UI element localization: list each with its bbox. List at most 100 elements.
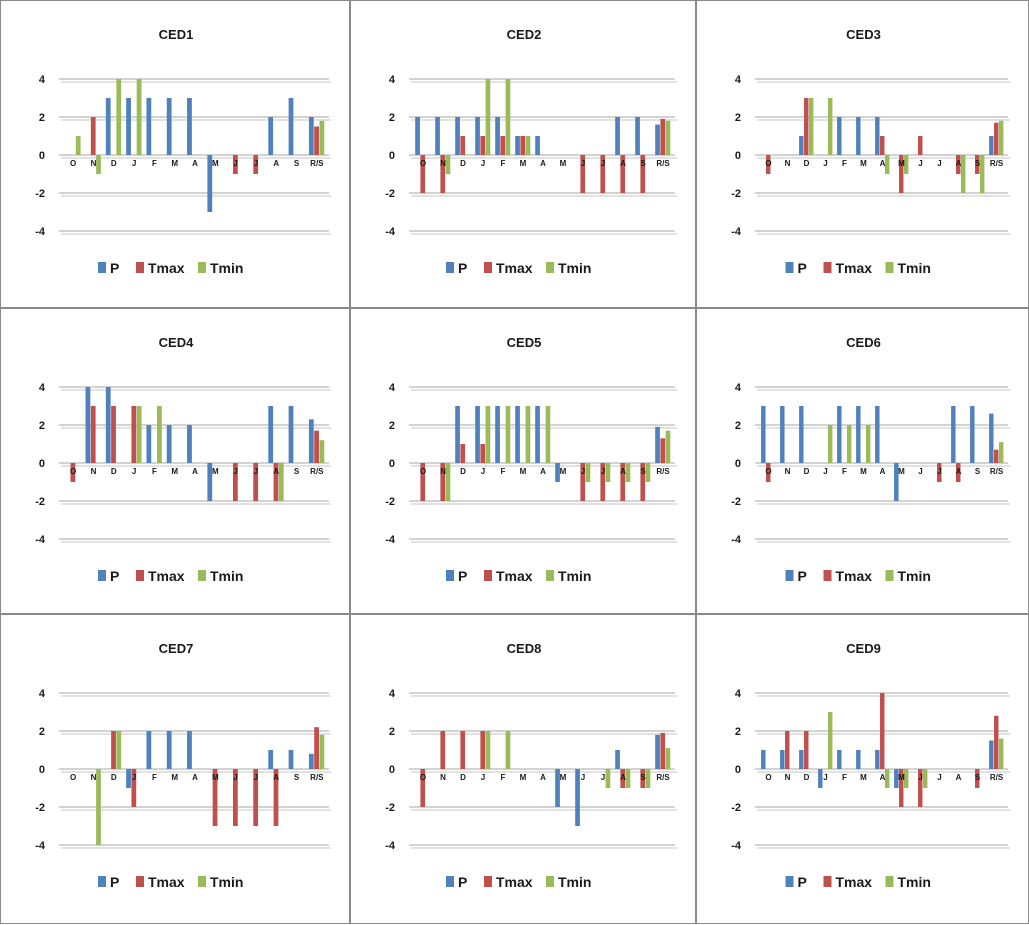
bar-p-2	[105, 98, 111, 155]
x-tick-label: A	[540, 159, 546, 168]
y-tick-label: 4	[39, 382, 46, 394]
bar-tmax-12	[314, 727, 319, 769]
legend-swatch-tmax	[136, 570, 144, 581]
bar-tmax-10	[273, 463, 279, 501]
bar-tmin-12	[665, 120, 671, 155]
legend-label-tmax: Tmax	[148, 568, 185, 584]
bar-chart: CED7 4 2 0 -2 -4 O N D J F M A M J J A S R/S P Tmax Tmin	[35, 641, 331, 890]
bar-tmax-8	[580, 463, 586, 501]
bar-tmin-6	[884, 155, 890, 174]
bar-tmax-5	[520, 136, 526, 155]
bar-tmin-4	[505, 731, 511, 769]
x-tick-label: A	[620, 467, 626, 476]
bar-p-1	[85, 387, 91, 463]
bar-tmax-7	[212, 769, 218, 826]
legend-label-p: P	[798, 260, 807, 276]
y-tick-label: 2	[389, 726, 395, 738]
bar-tmin-4	[157, 406, 162, 463]
x-tick-label: N	[91, 159, 97, 168]
bar-p-2	[455, 406, 460, 463]
x-tick-label: R/S	[656, 159, 670, 168]
bar-tmax-11	[640, 769, 646, 788]
legend-label-tmin: Tmin	[558, 260, 591, 276]
bar-chart: CED5 4 2 0 -2 -4 O N D J F M A M J J A S R/S P Tmax Tmin	[385, 335, 677, 584]
bar-tmin-3	[827, 712, 833, 769]
x-tick-label: F	[842, 159, 847, 168]
x-tick-label: J	[937, 159, 941, 168]
bar-tmin-3	[136, 79, 142, 155]
x-tick-label: M	[560, 467, 567, 476]
x-tick-label: R/S	[310, 773, 324, 782]
bar-p-0	[415, 117, 420, 155]
x-tick-label: D	[804, 773, 810, 782]
legend-swatch-p	[98, 262, 106, 273]
bar-p-7	[207, 155, 213, 212]
y-tick-label: -2	[35, 496, 45, 508]
x-tick-label: M	[898, 773, 905, 782]
y-tick-label: -2	[35, 802, 45, 814]
chart-panel-ced6: CED6 4 2 0 -2 -4 O N D J F M A M J J A S R/S P Tmax Tmin	[696, 308, 1029, 614]
y-tick-label: 4	[389, 74, 396, 86]
x-tick-label: D	[111, 159, 117, 168]
bar-p-6	[875, 750, 880, 769]
bar-tmax-8	[918, 769, 923, 807]
bar-tmax-8	[918, 136, 923, 155]
y-tick-label: 0	[389, 150, 395, 162]
bar-p-0	[761, 406, 766, 463]
x-tick-label: N	[91, 467, 97, 476]
x-tick-label: J	[823, 773, 827, 782]
x-tick-label: O	[70, 773, 76, 782]
bar-p-5	[856, 750, 861, 769]
y-tick-label: 0	[39, 764, 45, 776]
bar-p-6	[187, 731, 192, 769]
legend-swatch-p	[446, 570, 454, 581]
x-tick-label: M	[860, 159, 867, 168]
bar-tmin-2	[808, 98, 814, 155]
bar-tmin-11	[645, 769, 651, 788]
x-tick-label: J	[581, 159, 585, 168]
bar-tmax-2	[111, 406, 116, 463]
chart-panel-ced3: CED3 4 2 0 -2 -4 O N D J F M A M J J A S R/S P Tmax Tmin	[696, 0, 1029, 308]
x-tick-label: M	[171, 159, 178, 168]
bar-tmax-12	[994, 122, 999, 155]
x-tick-label: A	[880, 467, 886, 476]
x-tick-label: O	[765, 159, 771, 168]
y-tick-label: 4	[39, 688, 46, 700]
x-tick-label: M	[212, 773, 219, 782]
x-tick-label: A	[540, 773, 546, 782]
bar-tmin-12	[319, 734, 325, 769]
x-tick-label: A	[956, 159, 962, 168]
chart-panel-ced4: CED4 4 2 0 -2 -4 O N D J F M A M J J A S R/S P Tmax Tmin	[0, 308, 350, 614]
y-tick-label: 2	[735, 112, 741, 124]
legend-label-tmax: Tmax	[496, 874, 533, 890]
y-tick-label: 2	[735, 726, 741, 738]
bar-p-10	[268, 117, 274, 155]
bar-tmax-2	[460, 731, 466, 769]
legend-label-tmin: Tmin	[210, 568, 243, 584]
bar-p-6	[187, 425, 192, 463]
bar-tmax-3	[480, 136, 486, 155]
x-tick-label: A	[192, 467, 198, 476]
bar-tmin-3	[827, 425, 833, 463]
bar-p-4	[837, 117, 842, 155]
legend-swatch-tmin	[885, 570, 894, 581]
bar-tmin-8	[585, 463, 591, 482]
x-tick-label: D	[111, 467, 117, 476]
x-tick-label: M	[520, 773, 527, 782]
bar-p-7	[555, 769, 560, 807]
bar-tmax-12	[314, 126, 319, 155]
x-tick-label: F	[842, 773, 847, 782]
legend-swatch-p	[785, 570, 794, 581]
bar-p-12	[989, 136, 994, 155]
legend-label-p: P	[458, 568, 467, 584]
legend-swatch-tmin	[198, 570, 206, 581]
bar-chart: CED6 4 2 0 -2 -4 O N D J F M A M J J A S R/S P Tmax Tmin	[731, 335, 1010, 584]
bar-p-4	[146, 98, 152, 155]
bar-p-6	[535, 406, 540, 463]
x-tick-label: S	[640, 159, 646, 168]
bar-p-5	[856, 406, 861, 463]
legend-swatch-p	[446, 876, 454, 887]
bar-tmax-12	[314, 430, 319, 463]
bar-tmax-1	[785, 731, 790, 769]
chart-title: CED9	[846, 641, 881, 656]
